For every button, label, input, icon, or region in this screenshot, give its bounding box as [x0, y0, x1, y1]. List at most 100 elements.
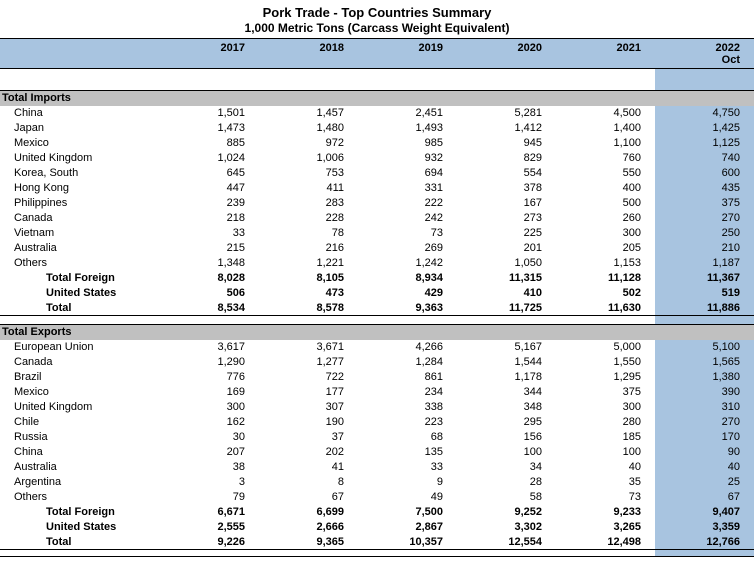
value-cell: 5,000 [613, 341, 641, 353]
value-cell: 338 [424, 401, 443, 413]
year-header-2017: 2017 [160, 38, 259, 69]
value-cell: 506 [226, 287, 245, 299]
value-cell [655, 68, 754, 91]
value-cell [655, 315, 754, 325]
value-cell [556, 90, 655, 106]
table-row: Total 8,534 8,578 9,363 11,725 11,630 11,886 [0, 300, 754, 316]
value-cell [259, 549, 358, 557]
value-cell: 1,400 [613, 122, 641, 134]
value-cell [358, 316, 457, 325]
row-label: Total [0, 300, 160, 316]
value-cell [259, 316, 358, 325]
value-cell: 185 [622, 431, 641, 443]
table-row: Canada 1,290 1,277 1,284 1,544 1,550 1,565 [0, 354, 754, 370]
value-cell: 300 [622, 227, 641, 239]
value-cell: 73 [628, 491, 641, 503]
value-cell: 90 [655, 444, 754, 460]
value-cell: 6,671 [217, 506, 245, 518]
value-cell: 215 [226, 242, 245, 254]
table-row: Vietnam 33 78 73 225 300 250 [0, 225, 754, 241]
value-cell: 331 [424, 182, 443, 194]
table-row: Mexico 885 972 985 945 1,100 1,125 [0, 135, 754, 151]
value-cell: 945 [523, 137, 542, 149]
value-cell: 37 [331, 431, 344, 443]
value-cell: 1,277 [316, 356, 344, 368]
value-cell: 1,565 [655, 354, 754, 370]
value-cell: 68 [430, 431, 443, 443]
value-cell: 3,265 [613, 521, 641, 533]
value-cell: 12,766 [655, 534, 754, 550]
value-cell: 11,630 [556, 300, 655, 316]
value-cell: 9,252 [514, 506, 542, 518]
row-label: United States [46, 521, 117, 533]
value-cell: 135 [424, 446, 443, 458]
page-subtitle: 1,000 Metric Tons (Carcass Weight Equiva… [244, 21, 510, 35]
value-cell: 9,233 [613, 506, 641, 518]
value-cell: 169 [226, 386, 245, 398]
value-cell: 41 [331, 461, 344, 473]
value-cell: 11,886 [655, 300, 754, 316]
value-cell: 8,934 [415, 272, 443, 284]
value-cell [556, 549, 655, 557]
value-cell: 3 [238, 476, 245, 488]
value-cell: 645 [226, 167, 245, 179]
value-cell: 223 [424, 416, 443, 428]
value-cell: 4,266 [415, 341, 443, 353]
value-cell: 67 [331, 491, 344, 503]
value-cell [556, 316, 655, 325]
row-label: Hong Kong [14, 182, 70, 194]
row-label: United Kingdom [14, 152, 93, 164]
value-cell: 500 [622, 197, 641, 209]
value-cell: 4,500 [613, 107, 641, 119]
pork-trade-table: 2017 2018 2019 2020 2021 2022 Oct Total Import… [0, 38, 754, 557]
value-cell: 3,302 [514, 521, 542, 533]
value-cell: 390 [655, 384, 754, 400]
value-cell: 1,153 [613, 257, 641, 269]
value-cell [457, 90, 556, 106]
year-label: 2019 [418, 42, 443, 54]
value-cell: 12,554 [457, 534, 556, 550]
value-cell: 228 [325, 212, 344, 224]
value-cell: 239 [226, 197, 245, 209]
value-cell: 2,666 [316, 521, 344, 533]
corner-header-cell [0, 38, 160, 69]
value-cell: 270 [655, 210, 754, 226]
value-cell: 234 [424, 386, 443, 398]
value-cell: 177 [325, 386, 344, 398]
value-cell: 8,534 [160, 300, 259, 316]
value-cell: 3,617 [217, 341, 245, 353]
section-header-label: Total Imports [0, 90, 160, 106]
value-cell: 167 [523, 197, 542, 209]
value-cell: 760 [622, 152, 641, 164]
value-cell: 216 [325, 242, 344, 254]
value-cell [358, 90, 457, 106]
value-cell: 280 [622, 416, 641, 428]
value-cell: 9,226 [160, 534, 259, 550]
value-cell: 411 [326, 182, 344, 194]
value-cell: 435 [655, 180, 754, 196]
value-cell: 348 [523, 401, 542, 413]
value-cell: 300 [622, 401, 641, 413]
value-cell: 1,024 [217, 152, 245, 164]
table-row: Hong Kong 447 411 331 378 400 435 [0, 180, 754, 196]
value-cell: 985 [424, 137, 443, 149]
year-header-2020: 2020 [457, 38, 556, 69]
value-cell: 1,100 [613, 137, 641, 149]
value-cell: 202 [325, 446, 344, 458]
value-cell: 8 [337, 476, 344, 488]
value-cell: 2,555 [217, 521, 245, 533]
value-cell: 11,315 [508, 272, 542, 284]
value-cell: 9,407 [655, 504, 754, 520]
table-row: United States 506 473 429 410 502 519 [0, 285, 754, 301]
table-row: Brazil 776 722 861 1,178 1,295 1,380 [0, 369, 754, 385]
value-cell: 1,295 [613, 371, 641, 383]
value-cell [556, 324, 655, 340]
value-cell [259, 90, 358, 106]
table-row: Total 9,226 9,365 10,357 12,554 12,498 12,766 [0, 534, 754, 550]
value-cell: 222 [424, 197, 443, 209]
value-cell: 11,367 [655, 270, 754, 286]
value-cell: 25 [655, 474, 754, 490]
value-cell: 73 [430, 227, 443, 239]
row-label: Total [0, 534, 160, 550]
